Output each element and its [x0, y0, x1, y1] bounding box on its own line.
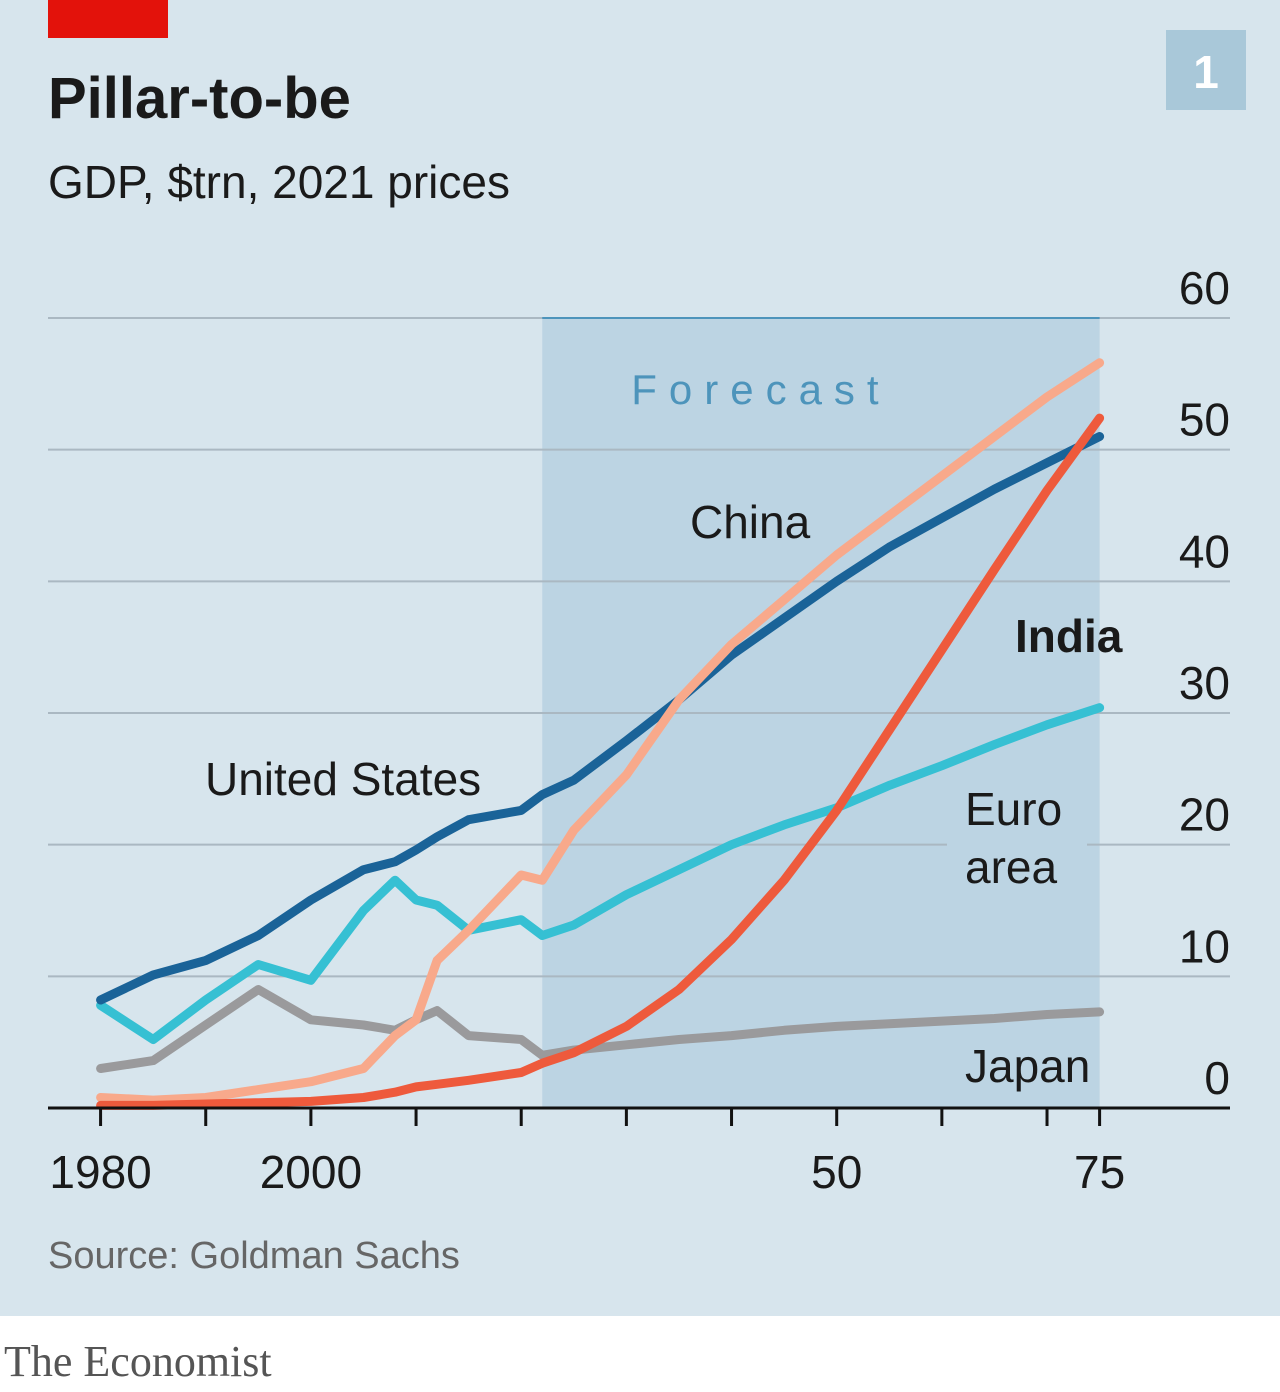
- chart-subtitle: GDP, $trn, 2021 prices: [48, 156, 510, 208]
- y-tick-label: 30: [1179, 657, 1230, 709]
- series-line: [96, 703, 1105, 1044]
- series-label: India: [1015, 610, 1123, 662]
- x-tick-label: 75: [1074, 1146, 1125, 1198]
- y-tick-label: 60: [1179, 262, 1230, 314]
- y-tick-label: 40: [1179, 525, 1230, 577]
- series-line: [96, 985, 1105, 1073]
- footer-brand: The Economist: [4, 1337, 272, 1386]
- y-tick-label: 20: [1179, 789, 1230, 841]
- y-tick-label: 10: [1179, 920, 1230, 972]
- series-line: [96, 432, 1105, 1005]
- footer-band: [0, 1316, 1280, 1392]
- series-label: China: [690, 496, 811, 548]
- x-tick-label: 50: [811, 1146, 862, 1198]
- badge: [1166, 30, 1246, 110]
- chart-title: Pillar-to-be: [48, 66, 351, 131]
- label-background: [947, 781, 1087, 899]
- x-tick-label: 2000: [260, 1146, 362, 1198]
- series-line: [96, 358, 1105, 1105]
- y-tick-label: 0: [1204, 1052, 1230, 1104]
- series-line: [96, 413, 1105, 1110]
- badge-number: 1: [1193, 46, 1219, 98]
- red-tag: [48, 0, 168, 38]
- series-label: United States: [205, 753, 481, 805]
- y-tick-label: 50: [1179, 394, 1230, 446]
- source: Source: Goldman Sachs: [48, 1235, 460, 1277]
- series-label: Japan: [965, 1040, 1090, 1092]
- forecast-label: Forecast: [631, 366, 890, 413]
- x-tick-label: 1980: [49, 1146, 151, 1198]
- series-label: Euro area: [965, 783, 1075, 893]
